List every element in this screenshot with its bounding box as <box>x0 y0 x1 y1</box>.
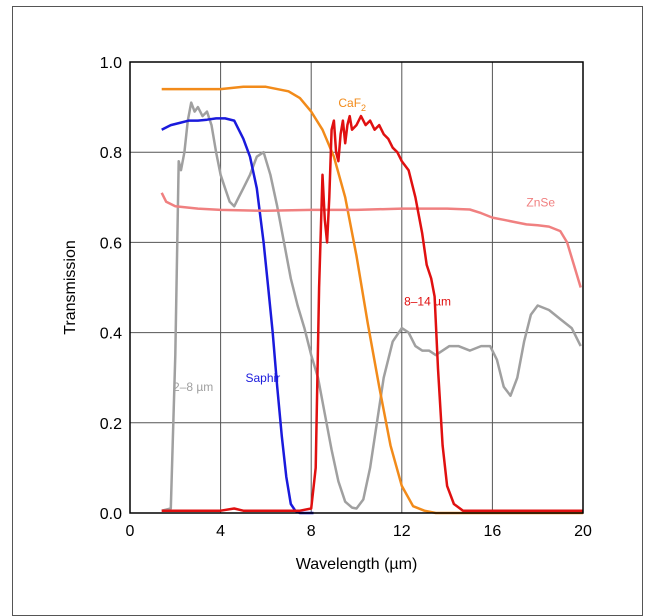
x-tick-label: 20 <box>574 523 592 540</box>
x-tick-label: 12 <box>393 523 411 540</box>
series-line <box>160 192 582 288</box>
series-line <box>161 117 314 515</box>
y-tick-label: 0.4 <box>100 326 122 343</box>
series-annotation: 8–14 µm <box>404 295 451 309</box>
grid <box>129 61 584 514</box>
series-line <box>161 114 583 512</box>
plot-border <box>129 61 584 514</box>
series-line <box>161 101 582 512</box>
series-annotation: ZnSe <box>526 195 555 209</box>
y-tick-label: 0.8 <box>100 145 122 162</box>
x-tick-label: 0 <box>126 523 135 540</box>
y-axis-label: Transmission <box>62 240 79 335</box>
series-annotation: CaF2 <box>338 96 366 113</box>
series-annotation: Saphir <box>246 371 281 385</box>
series-lines <box>160 85 583 515</box>
y-tick-label: 0.6 <box>100 235 122 252</box>
x-tick-label: 8 <box>307 523 316 540</box>
x-tick-labels: 0 4 8 12 16 20 <box>126 523 592 540</box>
y-tick-label: 0.0 <box>100 506 122 523</box>
x-tick-label: 4 <box>216 523 225 540</box>
y-tick-label: 1.0 <box>100 55 122 72</box>
series-annotation: 2–8 µm <box>173 380 213 394</box>
x-axis-label: Wavelength (µm) <box>296 556 418 573</box>
y-tick-label: 0.2 <box>100 416 122 433</box>
y-tick-labels: 0.0 0.2 0.4 0.6 0.8 1.0 <box>100 55 122 523</box>
x-tick-label: 16 <box>484 523 502 540</box>
annotations: CaF2 ZnSe 8–14 µm Saphir 2–8 µm <box>173 96 555 394</box>
series-line <box>161 85 583 515</box>
